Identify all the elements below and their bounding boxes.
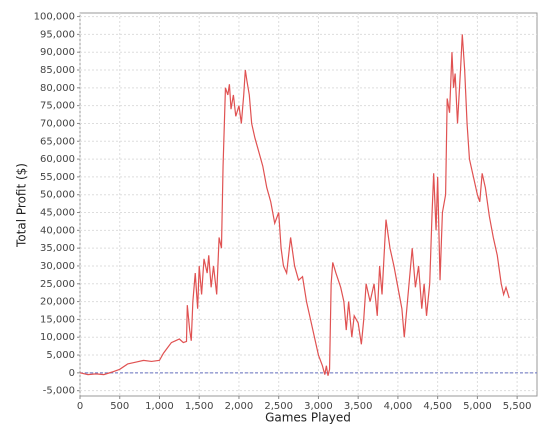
x-tick-label: 1,000 <box>145 401 174 412</box>
y-tick-label: 85,000 <box>40 65 75 76</box>
x-tick-label: 500 <box>110 401 129 412</box>
y-tick-label: 75,000 <box>40 101 75 112</box>
y-tick-label: 40,000 <box>40 225 75 236</box>
y-tick-label: 0 <box>69 368 75 379</box>
x-tick-label: 0 <box>77 401 83 412</box>
y-axis-label: Total Profit ($) <box>15 163 29 248</box>
x-axis-label: Games Played <box>265 411 351 425</box>
data-line <box>79 34 510 376</box>
x-tick-label: 2,500 <box>264 401 293 412</box>
x-tick-label: 1,500 <box>185 401 214 412</box>
x-tick-label: 3,000 <box>304 401 333 412</box>
y-tick-label: 65,000 <box>40 136 75 147</box>
x-tick-label: 4,000 <box>384 401 413 412</box>
y-tick-label: 60,000 <box>40 154 75 165</box>
x-tick-label: 4,500 <box>423 401 452 412</box>
y-tick-label: 45,000 <box>40 208 75 219</box>
x-tick-label: 5,500 <box>503 401 532 412</box>
y-tick-label: 50,000 <box>40 190 75 201</box>
y-tick-label: 90,000 <box>40 47 75 58</box>
y-tick-label: 25,000 <box>40 279 75 290</box>
y-tick-label: 55,000 <box>40 172 75 183</box>
y-tick-label: 95,000 <box>40 29 75 40</box>
plot-area <box>79 12 538 397</box>
y-tick-label: -5,000 <box>43 386 75 397</box>
x-tick-label: 2,000 <box>225 401 254 412</box>
y-tick-label: 15,000 <box>40 314 75 325</box>
y-tick-label: 10,000 <box>40 332 75 343</box>
y-tick-label: 35,000 <box>40 243 75 254</box>
y-tick-label: 100,000 <box>34 12 75 23</box>
y-tick-label: 30,000 <box>40 261 75 272</box>
y-tick-label: 70,000 <box>40 118 75 129</box>
y-tick-label: 20,000 <box>40 297 75 308</box>
x-tick-label: 3,500 <box>344 401 373 412</box>
y-tick-label: 5,000 <box>46 350 75 361</box>
x-tick-label: 5,000 <box>463 401 492 412</box>
y-tick-label: 80,000 <box>40 83 75 94</box>
